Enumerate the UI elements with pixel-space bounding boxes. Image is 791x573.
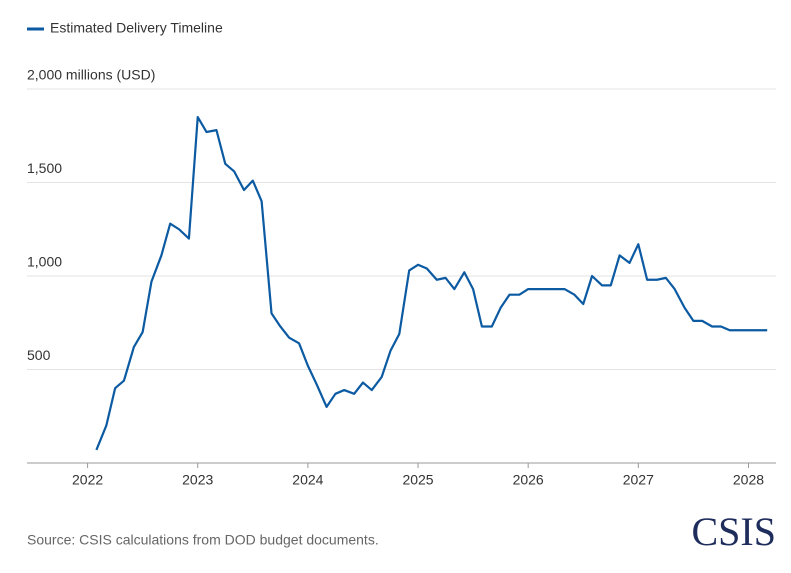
- x-tick-label: 2027: [623, 472, 654, 488]
- x-tick-label: 2024: [292, 472, 323, 488]
- x-tick-label: 2025: [402, 472, 433, 488]
- data-line: [95, 115, 768, 451]
- x-tick-label: 2026: [513, 472, 544, 488]
- y-tick-label: 1,500: [27, 160, 62, 176]
- x-tick-label: 2028: [733, 472, 764, 488]
- x-tick-label: 2022: [72, 472, 103, 488]
- y-tick-label: 500: [27, 347, 51, 363]
- x-tick-label: 2023: [182, 472, 213, 488]
- logo: CSIS: [692, 509, 777, 554]
- y-tick-label: 2,000 millions (USD): [27, 67, 155, 83]
- legend-label: Estimated Delivery Timeline: [50, 20, 223, 36]
- source-note: Source: CSIS calculations from DOD budge…: [27, 532, 379, 548]
- y-tick-label: 1,000: [27, 254, 62, 270]
